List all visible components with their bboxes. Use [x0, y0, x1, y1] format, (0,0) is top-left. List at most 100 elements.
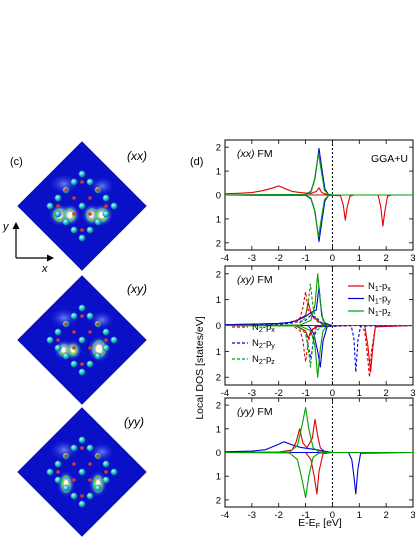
- nitrogen-atom-icon: [102, 460, 110, 468]
- x-axis-label-main: E-E: [298, 517, 316, 529]
- y-tick-label: 2: [216, 373, 221, 384]
- y-tick-label: 1: [216, 295, 221, 306]
- series-line: [225, 324, 413, 378]
- metal-atom-icon: [80, 362, 84, 366]
- nitrogen-atom-icon: [70, 178, 78, 186]
- x-tick-label: -1: [301, 510, 309, 521]
- metal-atom-icon: [80, 314, 84, 318]
- metal-atom-icon: [72, 212, 76, 216]
- nitrogen-atom-icon: [78, 500, 86, 508]
- metal-atom-icon: [72, 330, 76, 334]
- curves: [225, 147, 413, 243]
- x-tick-label: -2: [274, 510, 282, 521]
- series-line: [225, 194, 413, 238]
- nitrogen-atom-icon: [86, 312, 94, 320]
- x-arrowhead-icon: [47, 254, 54, 262]
- x-tick-label: -4: [221, 510, 229, 521]
- density-patch: [90, 177, 114, 195]
- metal-atom-icon: [80, 494, 84, 498]
- nitrogen-atom-icon: [54, 210, 62, 218]
- nitrogen-atom-icon: [62, 484, 70, 492]
- nitrogen-atom-icon: [110, 336, 118, 344]
- y-tick-label: 0: [216, 448, 221, 459]
- metal-atom-icon: [56, 470, 60, 474]
- panel-c-label: (c): [10, 156, 23, 168]
- nitrogen-atom-icon: [54, 476, 62, 484]
- map-label: (xx): [127, 149, 147, 163]
- metal-atom-icon: [72, 478, 76, 482]
- metal-atom-icon: [96, 188, 100, 192]
- y-tick-label: 2: [216, 495, 221, 506]
- nitrogen-atom-icon: [78, 468, 86, 476]
- series-line: [225, 418, 413, 454]
- nitrogen-atom-icon: [54, 194, 62, 202]
- nitrogen-atom-icon: [102, 194, 110, 202]
- legend-label: N1-pz: [368, 306, 391, 318]
- y-tick-label: 2: [216, 269, 221, 280]
- y-tick-label: 2: [216, 143, 221, 154]
- nitrogen-atom-icon: [70, 360, 78, 368]
- series-line: [225, 324, 413, 368]
- nitrogen-atom-icon: [86, 492, 94, 500]
- metal-atom-icon: [104, 204, 108, 208]
- metal-atom-icon: [80, 180, 84, 184]
- density-core: [66, 211, 74, 219]
- metal-atom-icon: [72, 346, 76, 350]
- nitrogen-atom-icon: [78, 170, 86, 178]
- series-line: [225, 451, 413, 495]
- nitrogen-atom-icon: [94, 218, 102, 226]
- metal-atom-icon: [72, 196, 76, 200]
- y-tick-label: 0: [216, 321, 221, 332]
- series-line: [225, 283, 413, 327]
- x-tick-label: 1: [357, 253, 362, 264]
- plot-title: (yy) FM: [237, 406, 273, 418]
- x-tick-label: -2: [274, 253, 282, 264]
- metal-atom-icon: [64, 454, 68, 458]
- metal-atom-icon: [88, 330, 92, 334]
- metal-atom-icon: [96, 454, 100, 458]
- density-patch: [90, 311, 114, 329]
- series-line: [225, 451, 413, 495]
- nitrogen-atom-icon: [70, 226, 78, 234]
- nitrogen-atom-icon: [78, 202, 86, 210]
- series-line: [225, 441, 413, 454]
- nitrogen-atom-icon: [86, 178, 94, 186]
- x-tick-label: 2: [383, 510, 388, 521]
- metal-atom-icon: [96, 322, 100, 326]
- nitrogen-atom-icon: [78, 436, 86, 444]
- nitrogen-atom-icon: [70, 312, 78, 320]
- y-tick-label: 0: [216, 191, 221, 202]
- nitrogen-atom-icon: [54, 460, 62, 468]
- nitrogen-atom-icon: [70, 492, 78, 500]
- metal-atom-icon: [56, 338, 60, 342]
- legend-label: N2-pz: [252, 354, 275, 366]
- legend-label: N2-px: [252, 322, 275, 334]
- x-tick-label: -2: [274, 388, 282, 399]
- x-arrow-label: x: [41, 263, 48, 275]
- series-line: [225, 152, 413, 196]
- map-3: (yy): [17, 407, 147, 537]
- series-line: [225, 185, 413, 196]
- metal-atom-icon: [88, 478, 92, 482]
- curves: [225, 273, 413, 378]
- panel-d-label: (d): [190, 156, 203, 168]
- x-tick-label: -4: [221, 253, 229, 264]
- density-contour: [93, 475, 103, 493]
- metal-atom-icon: [80, 446, 84, 450]
- density-core: [95, 344, 103, 354]
- y-tick-label: 2: [216, 401, 221, 412]
- nitrogen-atom-icon: [54, 344, 62, 352]
- metal-atom-icon: [72, 462, 76, 466]
- nitrogen-atom-icon: [46, 202, 54, 210]
- x-tick-label: 1: [357, 510, 362, 521]
- nitrogen-atom-icon: [102, 344, 110, 352]
- density-contour: [68, 344, 78, 356]
- metal-atom-icon: [88, 346, 92, 350]
- y-tick-label: 1: [216, 347, 221, 358]
- series-line: [225, 406, 413, 454]
- x-tick-label: -3: [248, 510, 256, 521]
- series-line: [225, 451, 413, 499]
